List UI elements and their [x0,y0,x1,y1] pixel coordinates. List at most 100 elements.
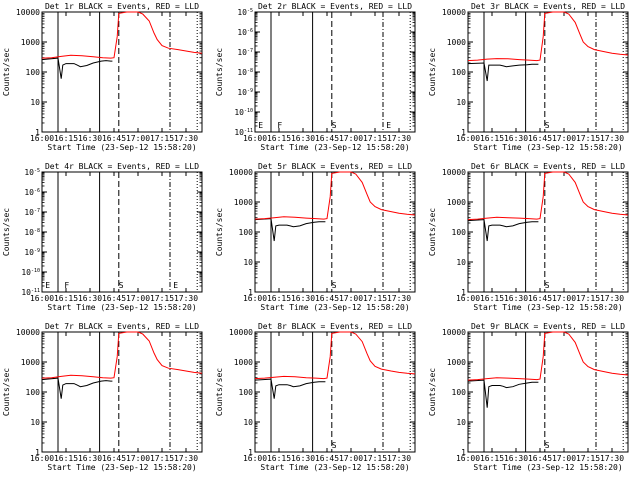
x-tick-label: 17:15 [576,294,600,303]
y-tick-label: 10000 [229,328,253,337]
marker-letter: S [119,281,124,290]
panel-title: Det 7r BLACK = Events, RED = LLD [45,322,199,331]
x-tick-label: 16:15 [267,294,291,303]
x-tick-label: 16:30 [504,454,528,463]
panel-4: Det 4r BLACK = Events, RED = LLD Counts/s… [2,162,203,312]
x-tick-label: 17:30 [600,134,624,143]
panel-7: Det 7r BLACK = Events, RED = LLD Counts/s… [2,322,203,472]
x-tick-label: 16:00 [243,134,267,143]
y-tick-label: 100 [26,388,41,397]
events-series-line [254,378,326,399]
panel-8: Det 8r BLACK = Events, RED = LLD Counts/s… [215,322,416,472]
lld-series-line [254,331,416,380]
y-tick-label: 10-10 [234,108,253,117]
y-tick-label: 10 [456,418,466,427]
x-axis-label: Start Time (23-Sep-12 15:58:20) [473,463,622,472]
x-tick-label: 17:00 [552,134,576,143]
x-tick-label: 16:30 [78,294,102,303]
x-axis-label: Start Time (23-Sep-12 15:58:20) [260,463,409,472]
x-tick-label: 17:30 [174,134,198,143]
x-tick-label: 16:30 [504,134,528,143]
marker-letter: S [545,281,550,290]
x-tick-label: 17:00 [339,134,363,143]
y-tick-label: 10-11 [21,288,40,297]
x-tick-label: 17:00 [126,454,150,463]
lld-series-line [41,11,203,59]
panel-5: Det 5r BLACK = Events, RED = LLD Counts/s… [215,162,416,312]
y-tick-label: 1000 [447,198,466,207]
x-tick-label: 17:30 [387,134,411,143]
y-tick-label: 10 [30,98,40,107]
x-tick-label: 17:00 [126,294,150,303]
y-tick-label: 10-7 [24,208,40,217]
y-tick-label: 10-6 [24,188,40,197]
x-tick-label: 16:15 [54,454,78,463]
y-tick-label: 10 [456,258,466,267]
y-tick-label: 10-11 [234,128,253,137]
x-tick-label: 17:00 [339,454,363,463]
x-tick-label: 17:15 [576,454,600,463]
marker-letter: S [545,441,550,450]
y-tick-label: 1000 [21,38,40,47]
y-tick-label: 1 [461,128,466,137]
x-tick-label: 17:30 [600,454,624,463]
x-tick-label: 17:00 [126,134,150,143]
y-tick-label: 10 [243,258,253,267]
y-tick-label: 10000 [16,8,40,17]
y-tick-label: 10-8 [24,228,40,237]
x-tick-label: 16:15 [267,134,291,143]
marker-letter: E [258,121,263,130]
panel-title: Det 3r BLACK = Events, RED = LLD [471,2,625,11]
y-tick-label: 10-6 [237,28,253,37]
plot-frame [254,11,416,133]
lld-series-line [41,331,203,379]
marker-letter: E [45,281,50,290]
panel-3: Det 3r BLACK = Events, RED = LLD Counts/s… [428,2,629,152]
y-tick-label: 100 [239,388,254,397]
panel-9: Det 9r BLACK = Events, RED = LLD Counts/s… [428,322,629,472]
plot-frame [254,171,416,293]
x-tick-label: 17:15 [363,134,387,143]
x-axis-label: Start Time (23-Sep-12 15:58:20) [473,143,622,152]
x-tick-label: 16:00 [30,134,54,143]
x-tick-label: 16:45 [315,134,339,143]
y-tick-label: 1000 [447,38,466,47]
y-axis-label: Counts/sec [2,208,11,256]
x-tick-label: 16:45 [102,134,126,143]
marker-letter: E [173,281,178,290]
x-tick-label: 17:30 [174,294,198,303]
y-tick-label: 1 [461,448,466,457]
y-tick-label: 100 [452,388,467,397]
x-tick-label: 16:45 [528,294,552,303]
y-tick-label: 1 [461,288,466,297]
x-tick-label: 16:45 [528,454,552,463]
y-tick-label: 1 [35,448,40,457]
x-tick-label: 17:15 [150,294,174,303]
plot-frame [41,331,203,453]
marker-letter: S [545,121,550,130]
events-series-line [467,379,539,408]
panel-title: Det 5r BLACK = Events, RED = LLD [258,162,412,171]
marker-letter: S [332,441,337,450]
y-tick-label: 10 [456,98,466,107]
panel-title: Det 6r BLACK = Events, RED = LLD [471,162,625,171]
panel-1: Det 1r BLACK = Events, RED = LLD Counts/s… [2,2,203,152]
panel-title: Det 1r BLACK = Events, RED = LLD [45,2,199,11]
y-axis-label: Counts/sec [428,368,437,416]
x-axis-label: Start Time (23-Sep-12 15:58:20) [47,463,196,472]
events-series-line [467,62,539,82]
panel-title: Det 4r BLACK = Events, RED = LLD [45,162,199,171]
panel-title: Det 2r BLACK = Events, RED = LLD [258,2,412,11]
x-tick-label: 17:30 [174,454,198,463]
panel-6: Det 6r BLACK = Events, RED = LLD Counts/s… [428,162,629,312]
y-tick-label: 10 [243,418,253,427]
y-axis-label: Counts/sec [2,368,11,416]
x-tick-label: 16:15 [480,134,504,143]
panel-title: Det 8r BLACK = Events, RED = LLD [258,322,412,331]
x-tick-label: 16:15 [54,294,78,303]
y-tick-label: 10-8 [237,68,253,77]
y-tick-label: 10-7 [237,48,253,57]
x-tick-label: 16:30 [291,454,315,463]
x-tick-label: 16:15 [267,454,291,463]
